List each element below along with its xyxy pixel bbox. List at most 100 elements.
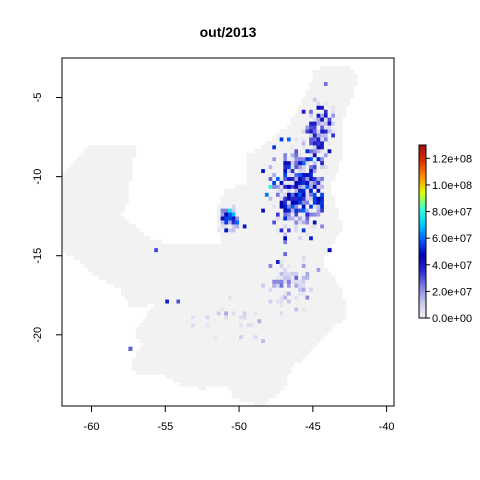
color-legend: 0.0e+002.0e+074.0e+076.0e+078.0e+071.0e+… — [418, 144, 472, 325]
heatmap-cell — [143, 334, 148, 340]
heatmap-cell — [316, 232, 321, 237]
heatmap-cell — [187, 307, 192, 312]
heatmap-cell — [176, 303, 181, 308]
heatmap-cell — [283, 342, 288, 348]
heatmap-cell — [231, 228, 236, 233]
heatmap-cell — [228, 350, 233, 355]
heatmap-cell — [146, 358, 151, 363]
heatmap-cell — [264, 192, 269, 197]
heatmap-cell — [342, 77, 347, 83]
heatmap-cell — [338, 137, 343, 142]
heatmap-cell — [235, 382, 240, 387]
heatmap-cell — [202, 346, 207, 351]
heatmap-cell — [290, 322, 295, 328]
heatmap-cell — [338, 319, 343, 324]
heatmap-cell — [338, 291, 343, 296]
heatmap-cell — [139, 370, 144, 375]
heatmap-cell — [62, 224, 67, 229]
heatmap-cell — [316, 121, 321, 126]
heatmap-cell — [275, 160, 280, 166]
heatmap-cell — [323, 168, 328, 174]
heatmap-cell — [290, 137, 295, 142]
heatmap-cell — [209, 374, 214, 379]
heatmap-cell — [235, 311, 240, 316]
heatmap-cell — [290, 220, 295, 225]
heatmap-cell — [187, 311, 192, 316]
heatmap-cell — [172, 299, 177, 304]
heatmap-cell — [323, 307, 328, 312]
heatmap-cell — [316, 275, 321, 280]
heatmap-cell — [143, 283, 148, 288]
heatmap-cell — [202, 291, 207, 296]
heatmap-cell — [287, 326, 292, 332]
heatmap-cell — [146, 263, 151, 268]
heatmap-cell — [187, 283, 192, 288]
heatmap-cell — [235, 212, 240, 217]
heatmap-cell — [264, 255, 269, 261]
heatmap-cell — [353, 77, 358, 83]
legend-color-step — [419, 201, 426, 205]
heatmap-cell — [268, 172, 273, 177]
heatmap-cell — [305, 160, 310, 166]
heatmap-cell — [180, 382, 185, 387]
heatmap-cell — [150, 338, 155, 344]
heatmap-cell — [106, 196, 111, 201]
heatmap-cell — [250, 251, 255, 257]
heatmap-cell — [235, 220, 240, 225]
heatmap-cell — [187, 382, 192, 387]
heatmap-cell — [143, 330, 148, 336]
heatmap-cell — [180, 247, 185, 253]
heatmap-cell — [246, 208, 251, 213]
heatmap-cell — [76, 247, 81, 253]
heatmap-cell — [253, 180, 258, 185]
heatmap-cell — [231, 390, 236, 395]
heatmap-cell — [128, 224, 133, 229]
heatmap-cell — [261, 152, 266, 158]
heatmap-cell — [312, 279, 317, 284]
heatmap-cell — [268, 307, 273, 312]
heatmap-cell — [191, 279, 196, 284]
heatmap-cell — [91, 200, 96, 205]
legend-color-step — [419, 290, 426, 295]
heatmap-cell — [205, 247, 210, 253]
heatmap-cell — [98, 180, 103, 185]
heatmap-cell — [106, 267, 111, 272]
heatmap-cell — [91, 164, 96, 170]
heatmap-cell — [205, 287, 210, 292]
heatmap-cell — [316, 89, 321, 94]
heatmap-cell — [334, 164, 340, 170]
heatmap-cell — [146, 370, 151, 375]
heatmap-cell — [180, 358, 185, 363]
heatmap-cell — [183, 311, 188, 316]
heatmap-cell — [213, 319, 218, 324]
heatmap-cell — [268, 192, 273, 197]
heatmap-cell — [312, 326, 317, 332]
heatmap-cell — [257, 263, 262, 268]
heatmap-cell — [154, 287, 159, 292]
heatmap-cell — [135, 228, 140, 233]
heatmap-cell — [279, 307, 284, 312]
heatmap-cell — [298, 192, 303, 197]
heatmap-cell — [106, 204, 111, 209]
heatmap-cell — [272, 279, 277, 284]
heatmap-cell — [316, 148, 321, 154]
heatmap-cell — [87, 247, 92, 253]
heatmap-cell — [305, 184, 310, 189]
heatmap-cell — [320, 156, 325, 162]
heatmap-cell — [338, 133, 343, 138]
heatmap-cell — [231, 354, 236, 359]
heatmap-cell — [257, 326, 262, 332]
heatmap-cell — [283, 279, 288, 284]
heatmap-cell — [113, 279, 118, 284]
heatmap-cell — [180, 243, 185, 249]
heatmap-cell — [323, 65, 328, 71]
heatmap-cell — [334, 85, 340, 90]
heatmap-cell — [268, 243, 273, 249]
heatmap-cell — [146, 346, 151, 351]
heatmap-cell — [91, 180, 96, 185]
heatmap-cell — [272, 362, 277, 367]
heatmap-cell — [187, 303, 192, 308]
heatmap-cell — [242, 255, 247, 261]
heatmap-cell — [323, 291, 328, 296]
heatmap-cell — [264, 243, 269, 249]
